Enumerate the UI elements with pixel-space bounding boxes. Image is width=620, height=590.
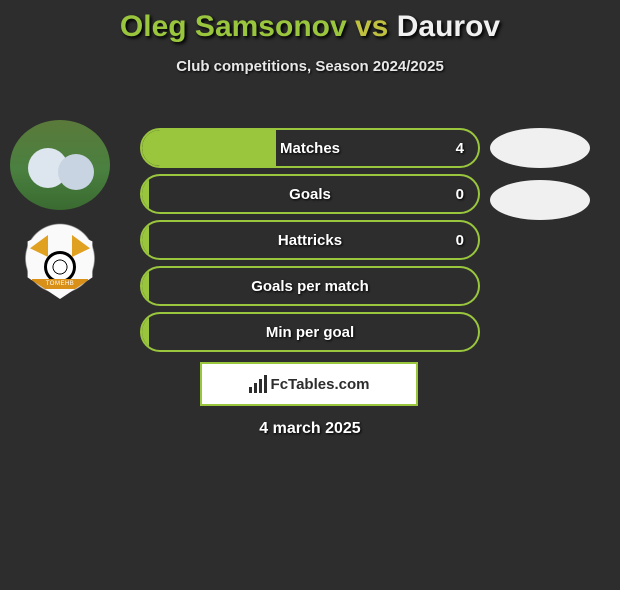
stat-label: Matches [142,140,478,157]
subtitle: Club competitions, Season 2024/2025 [0,58,620,75]
crest-shield-icon: TOMEHB [24,227,96,299]
stat-label: Min per goal [142,324,478,341]
right-pill [490,128,590,168]
stat-value-left: 0 [456,232,464,249]
stat-value-left: 4 [456,140,464,157]
right-pill-column [490,128,590,232]
stat-label: Goals per match [142,278,478,295]
page-title: Oleg Samsonov vs Daurov [0,10,620,44]
date-text: 4 march 2025 [0,420,620,438]
title-player1: Oleg Samsonov [120,10,347,43]
crest-band-label: TOMEHB [32,279,88,289]
title-vs: vs [355,10,388,43]
stat-row-matches: Matches 4 [140,128,480,168]
title-player2: Daurov [397,10,500,43]
stat-row-gpm: Goals per match [140,266,480,306]
avatar-column: TOMEHB [10,120,110,316]
stat-label: Hattricks [142,232,478,249]
player2-crest: TOMEHB [10,218,110,308]
stat-value-left: 0 [456,186,464,203]
right-pill [490,180,590,220]
logo-text: FcTables.com [271,376,370,393]
stat-rows: Matches 4 Goals 0 Hattricks 0 Goals per … [140,128,480,358]
stat-row-mpg: Min per goal [140,312,480,352]
stat-row-goals: Goals 0 [140,174,480,214]
player1-avatar [10,120,110,210]
bars-icon [249,375,267,393]
stat-row-hattricks: Hattricks 0 [140,220,480,260]
fctables-logo[interactable]: FcTables.com [200,362,418,406]
stat-label: Goals [142,186,478,203]
